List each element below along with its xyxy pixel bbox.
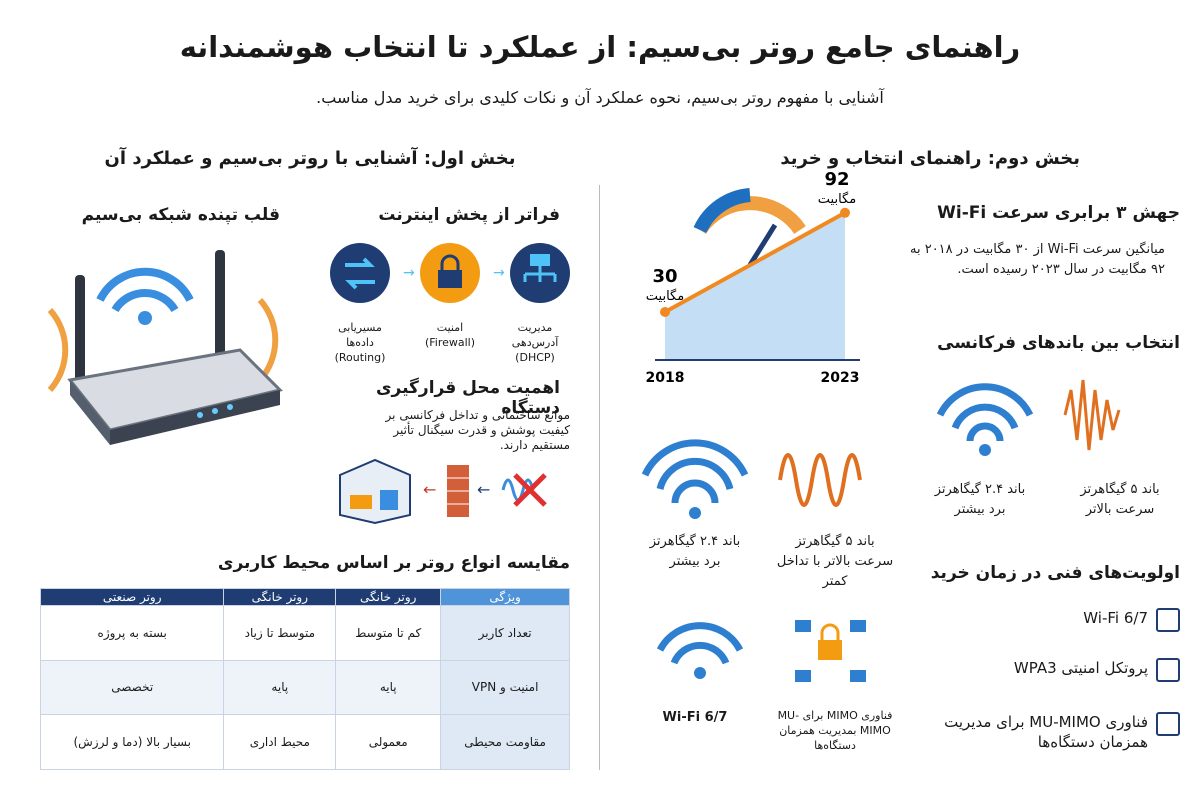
unit-label: مگابیت xyxy=(818,191,856,207)
table-row: تعداد کاربر کم تا متوسط متوسط تا زیاد بسته … xyxy=(39,605,570,661)
svg-text:→: → xyxy=(403,265,415,281)
table-cell: بسته به پروژه xyxy=(39,605,225,661)
functions-icons: → → xyxy=(330,243,570,303)
speed-heading: جهش ۳ برابری سرعت Wi-Fi xyxy=(937,203,1180,223)
unit-label: مگابیت xyxy=(646,288,684,304)
checkbox xyxy=(1156,608,1180,632)
value-label: 30 xyxy=(652,266,677,287)
checkbox xyxy=(1156,658,1180,682)
section-title: بخش دوم: راهنمای انتخاب و خرید xyxy=(780,148,1080,169)
table-row: مقاومت محیطی معمولی محیط اداری بسیار بالا (… xyxy=(39,714,570,770)
table-cell: امنیت و VPN xyxy=(440,659,570,716)
middle-label: Wi-Fi 6/7 xyxy=(662,710,728,725)
table-header: ویژگی xyxy=(440,588,570,606)
table-cell: تخصصی xyxy=(39,659,225,716)
placement-icons: ← ← xyxy=(339,458,547,525)
middle-label: فناوری MIMO برای MU-MIMO بمدیریت همزمان … xyxy=(777,709,893,752)
priority-text: فناوری MU-MIMO برای مدیریت همزمان دستگاه… xyxy=(944,713,1148,751)
function-label: امنیت (Firewall) xyxy=(424,321,476,349)
middle-icons xyxy=(641,439,866,682)
functions-heading: فراتر از پخش اینترنت xyxy=(378,205,560,225)
function-label: مسیریابی داده‌ها (Routing) xyxy=(334,321,386,364)
table-cell: معمولی xyxy=(335,714,442,770)
section-title: بخش اول: آشنایی با روتر بی‌سیم و عملکرد … xyxy=(104,148,516,169)
middle-label: باند ۲.۴ گیگاهرتز برد بیشتر xyxy=(649,534,741,569)
table-header: روتر خانگی xyxy=(335,588,442,606)
placement-heading: اهمیت محل قرارگیری دستگاه xyxy=(375,378,560,418)
table-cell: کم تا متوسط xyxy=(335,605,442,661)
divider xyxy=(599,185,600,770)
function-label: مدیریت آدرس‌دهی (DHCP) xyxy=(511,321,559,364)
table-cell: مقاومت محیطی xyxy=(440,714,570,770)
speed-text: میانگین سرعت Wi-Fi از ۳۰ مگابیت در ۲۰۱۸ … xyxy=(909,242,1165,277)
speed-point xyxy=(660,307,670,317)
table: ویژگی روتر خانگی روتر خانگی روتر صنعتی تعداد… xyxy=(39,588,570,770)
table-row: امنیت و VPN پایه پایه تخصصی xyxy=(39,659,570,716)
priority-text: Wi-Fi 6/7 xyxy=(1083,609,1148,627)
x-label: 2018 xyxy=(646,370,685,386)
svg-text:←: ← xyxy=(423,480,436,499)
priority-item: پروتکل امنیتی WPA3 xyxy=(920,658,1180,682)
table-cell: پایه xyxy=(223,659,337,716)
band-label: باند ۵ گیگاهرتز سرعت بالاتر xyxy=(1080,482,1160,517)
comparison-table: ویژگی روتر خانگی روتر خانگی روتر صنعتی تعداد… xyxy=(39,588,570,770)
speed-point xyxy=(840,207,850,218)
title: راهنمای جامع روتر بی‌سیم: از عملکرد تا ا… xyxy=(179,30,1021,64)
svg-text:→: → xyxy=(493,265,505,281)
priorities-heading: اولویت‌های فنی در زمان خرید xyxy=(930,563,1180,583)
priorities-list: Wi-Fi 6/7 پروتکل امنیتی WPA3 فناوری MU-MIM… xyxy=(920,600,1180,770)
priority-text: پروتکل امنیتی WPA3 xyxy=(1013,659,1148,677)
table-cell: بسیار بالا (دما و لرزش) xyxy=(39,714,225,770)
router-illustration xyxy=(47,250,283,445)
speed-area xyxy=(665,212,845,360)
table-cell: متوسط تا زیاد xyxy=(223,605,337,661)
table-cell: محیط اداری xyxy=(223,714,337,770)
table-cell: تعداد کاربر xyxy=(440,605,570,661)
priority-item: Wi-Fi 6/7 xyxy=(920,608,1180,632)
table-cell: پایه xyxy=(335,659,442,716)
table-header: روتر خانگی xyxy=(223,588,337,606)
router-heading: قلب تپنده شبکه بی‌سیم xyxy=(81,205,280,225)
middle-label: باند ۵ گیگاهرتز سرعت بالاتر با تداخل کمتر xyxy=(776,534,894,589)
value-label: 92 xyxy=(824,169,849,190)
priority-item: فناوری MU-MIMO برای مدیریت همزمان دستگاه… xyxy=(920,712,1180,752)
table-title: مقایسه انواع روتر بر اساس محیط کاربری xyxy=(217,553,570,573)
x-label: 2023 xyxy=(821,370,860,386)
band-label: باند ۲.۴ گیگاهرتز برد بیشتر xyxy=(934,482,1026,517)
table-header: روتر صنعتی xyxy=(39,588,225,606)
speed-line xyxy=(664,211,846,314)
bands-heading: انتخاب بین باندهای فرکانسی xyxy=(937,333,1180,353)
svg-text:←: ← xyxy=(477,480,490,499)
checkbox xyxy=(1156,712,1180,736)
placement-text: موانع ساختمانی و تداخل فرکانسی بر کیفیت … xyxy=(385,408,570,452)
bands-icons xyxy=(936,379,1121,456)
subtitle: آشنایی با مفهوم روتر بی‌سیم، نحوه عملکرد… xyxy=(316,88,884,107)
